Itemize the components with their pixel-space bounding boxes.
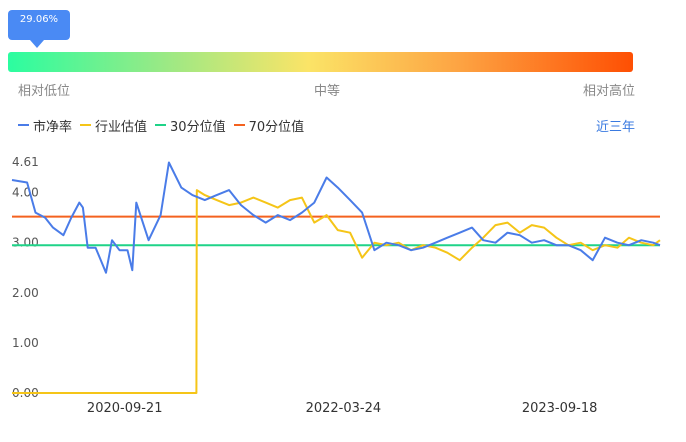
gauge-label-low: 相对低位 (18, 84, 71, 99)
legend-label-p30: 30分位值 (170, 119, 226, 135)
y-axis: 4.614.003.002.001.000.00 (12, 155, 39, 400)
gauge-label-mid: 中等 (314, 84, 341, 99)
legend-item-p30[interactable]: 30分位值 (155, 116, 226, 135)
y-tick-label: 3.00 (12, 236, 39, 250)
legend-label-p70: 70分位值 (248, 119, 305, 135)
y-tick-label: 4.61 (12, 155, 39, 169)
x-tick-label: 2020-09-21 (87, 401, 163, 416)
series-line-pb (11, 161, 661, 274)
y-tick-label: 2.00 (12, 286, 39, 300)
valuation-line-chart: 4.614.003.002.001.000.00 2020-09-21 2022-… (11, 155, 661, 416)
x-axis: 2020-09-21 2022-03-24 2023-09-18 (87, 401, 597, 416)
chart-series (11, 161, 661, 394)
percentile-gradient-bar (8, 52, 633, 72)
y-tick-label: 1.00 (12, 336, 39, 350)
percentile-tooltip: 29.06% (8, 10, 70, 40)
legend-swatch-pb-icon (18, 124, 29, 126)
tooltip-pointer-icon (30, 40, 44, 48)
range-tab-three-years[interactable]: 近三年 (596, 120, 636, 135)
percentile-gauge: 29.06% 相对低位 中等 相对高位 (0, 0, 686, 100)
legend-item-industry[interactable]: 行业估值 (80, 116, 147, 135)
legend-swatch-p30-icon (155, 124, 167, 126)
legend-item-p70[interactable]: 70分位值 (233, 116, 305, 135)
y-tick-label: 4.00 (12, 186, 39, 200)
x-tick-label: 2023-09-18 (522, 401, 598, 416)
legend-item-pb[interactable]: 市净率 (18, 116, 72, 135)
percentile-value-label: 29.06% (19, 14, 59, 25)
chart-legend: 市净率 行业估值 30分位值 70分位值 (18, 116, 312, 135)
legend-swatch-p70-icon (233, 124, 245, 126)
gauge-label-high: 相对高位 (583, 84, 636, 99)
legend-label-industry: 行业估值 (95, 119, 148, 135)
x-tick-label: 2022-03-24 (306, 401, 382, 416)
legend-label-pb: 市净率 (33, 119, 73, 135)
series-line-industry (12, 189, 661, 394)
legend-swatch-industry-icon (80, 124, 92, 126)
